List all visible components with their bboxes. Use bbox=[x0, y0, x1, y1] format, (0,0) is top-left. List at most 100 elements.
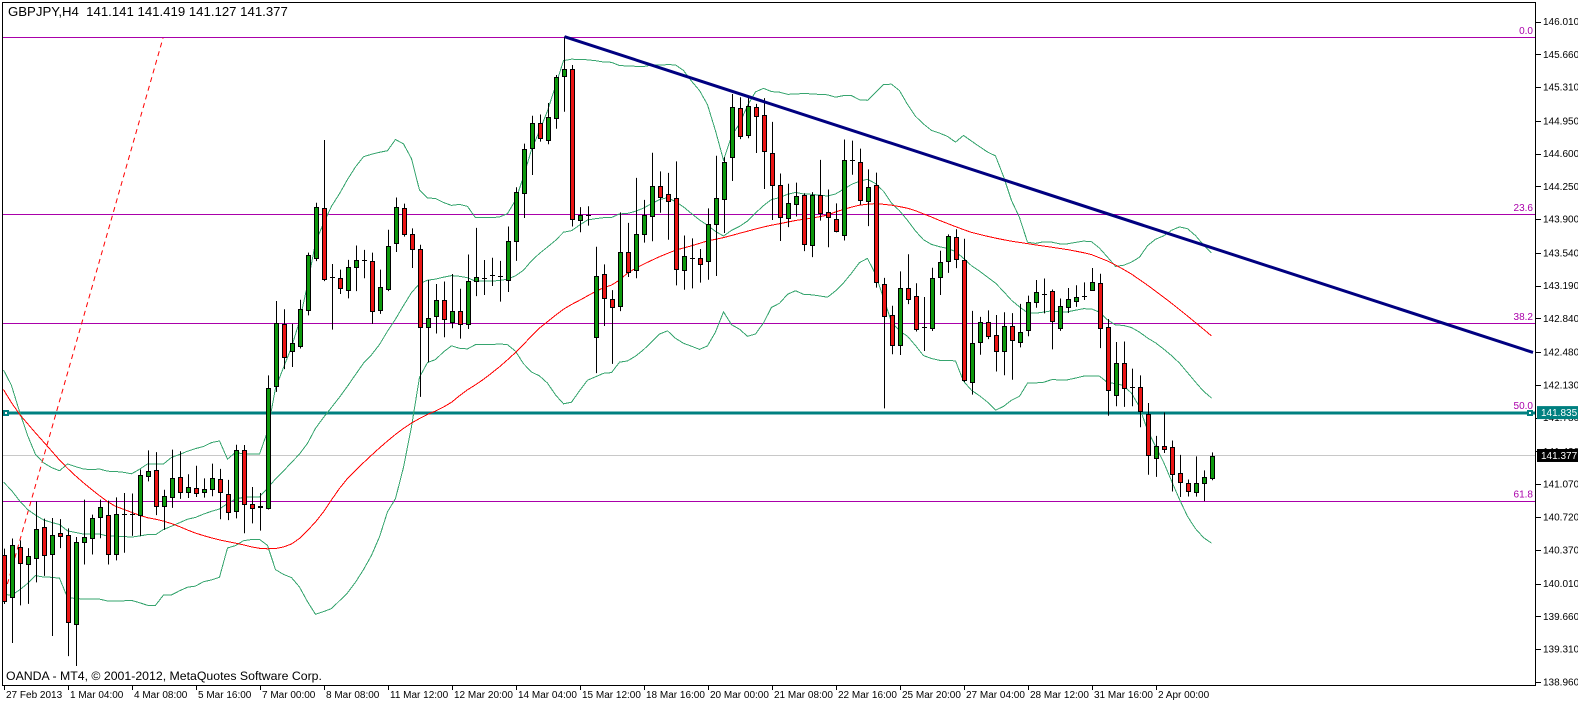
candle[interactable] bbox=[1194, 456, 1199, 497]
candle[interactable] bbox=[154, 452, 159, 516]
red-dashed-trendline[interactable] bbox=[0, 37, 164, 610]
candle[interactable] bbox=[906, 254, 911, 305]
candle[interactable] bbox=[866, 169, 871, 227]
candle[interactable] bbox=[770, 121, 775, 221]
candle[interactable] bbox=[1138, 375, 1143, 428]
candle[interactable] bbox=[330, 263, 335, 330]
candle[interactable] bbox=[314, 202, 319, 262]
candle[interactable] bbox=[466, 254, 471, 329]
candle[interactable] bbox=[1026, 295, 1031, 337]
candle[interactable] bbox=[530, 115, 535, 175]
candle[interactable] bbox=[1170, 440, 1175, 492]
candle[interactable] bbox=[202, 478, 207, 498]
candle[interactable] bbox=[1050, 289, 1055, 350]
candle[interactable] bbox=[394, 197, 399, 252]
candle[interactable] bbox=[282, 309, 287, 370]
candle[interactable] bbox=[506, 226, 511, 292]
candle[interactable] bbox=[946, 234, 951, 273]
candle[interactable] bbox=[306, 252, 311, 316]
candle[interactable] bbox=[1082, 282, 1087, 301]
candle[interactable] bbox=[1122, 341, 1127, 407]
candle[interactable] bbox=[522, 143, 527, 218]
candle[interactable] bbox=[1058, 298, 1063, 331]
candle[interactable] bbox=[698, 248, 703, 283]
candle[interactable] bbox=[146, 450, 151, 482]
candle[interactable] bbox=[914, 283, 919, 332]
candle[interactable] bbox=[858, 148, 863, 205]
candle[interactable] bbox=[10, 538, 15, 643]
candle[interactable] bbox=[98, 499, 103, 539]
candle[interactable] bbox=[978, 316, 983, 355]
candle[interactable] bbox=[1114, 341, 1119, 407]
candle[interactable] bbox=[322, 139, 327, 282]
candle[interactable] bbox=[1154, 435, 1159, 477]
candle[interactable] bbox=[658, 171, 663, 213]
candle[interactable] bbox=[498, 260, 503, 302]
candle[interactable] bbox=[234, 444, 239, 519]
candle[interactable] bbox=[442, 281, 447, 338]
candle[interactable] bbox=[546, 102, 551, 145]
candle[interactable] bbox=[642, 199, 647, 243]
candle[interactable] bbox=[1210, 452, 1215, 481]
candle[interactable] bbox=[922, 297, 927, 352]
candle[interactable] bbox=[650, 152, 655, 242]
candle[interactable] bbox=[842, 139, 847, 241]
candle[interactable] bbox=[258, 493, 263, 531]
candle[interactable] bbox=[1098, 273, 1103, 349]
candle[interactable] bbox=[818, 159, 823, 221]
candle[interactable] bbox=[34, 501, 39, 583]
candle[interactable] bbox=[26, 548, 31, 604]
candle[interactable] bbox=[250, 487, 255, 524]
candle[interactable] bbox=[554, 74, 559, 129]
candle[interactable] bbox=[90, 514, 95, 555]
candle[interactable] bbox=[218, 468, 223, 520]
candle[interactable] bbox=[458, 288, 463, 339]
candle[interactable] bbox=[474, 227, 479, 297]
candle[interactable] bbox=[354, 245, 359, 292]
candle[interactable] bbox=[170, 449, 175, 508]
candle[interactable] bbox=[290, 323, 295, 367]
candle[interactable] bbox=[690, 238, 695, 289]
price-axis[interactable]: 146.010 145.660 145.310 144.950 144.600 144.2… bbox=[1536, 17, 1578, 688]
candle[interactable] bbox=[514, 187, 519, 261]
candle[interactable] bbox=[58, 519, 63, 549]
candle[interactable] bbox=[898, 271, 903, 355]
candle[interactable] bbox=[178, 451, 183, 499]
candle[interactable] bbox=[722, 157, 727, 233]
candle[interactable] bbox=[346, 259, 351, 299]
candle[interactable] bbox=[426, 279, 431, 363]
candle[interactable] bbox=[434, 284, 439, 334]
candle[interactable] bbox=[66, 528, 71, 657]
candle[interactable] bbox=[1162, 412, 1167, 454]
candle[interactable] bbox=[562, 36, 567, 112]
candle[interactable] bbox=[1066, 288, 1071, 314]
candle[interactable] bbox=[618, 212, 623, 312]
candle[interactable] bbox=[682, 235, 687, 290]
blue-descending-trendline[interactable] bbox=[564, 35, 1534, 354]
candle[interactable] bbox=[778, 173, 783, 242]
candle[interactable] bbox=[402, 203, 407, 237]
candle[interactable] bbox=[578, 207, 583, 233]
candle[interactable] bbox=[378, 269, 383, 314]
candle[interactable] bbox=[1034, 279, 1039, 308]
candle[interactable] bbox=[850, 140, 855, 175]
plot-area[interactable] bbox=[0, 35, 1536, 667]
candle[interactable] bbox=[106, 500, 111, 565]
candle[interactable] bbox=[794, 182, 799, 217]
candle[interactable] bbox=[274, 300, 279, 392]
candle[interactable] bbox=[186, 474, 191, 498]
candle[interactable] bbox=[594, 246, 599, 374]
candle[interactable] bbox=[970, 310, 975, 395]
candle[interactable] bbox=[18, 540, 23, 606]
candle[interactable] bbox=[338, 269, 343, 295]
candle[interactable] bbox=[882, 277, 887, 409]
candle[interactable] bbox=[826, 189, 831, 248]
candle[interactable] bbox=[298, 299, 303, 349]
candle[interactable] bbox=[1042, 278, 1047, 314]
candle[interactable] bbox=[362, 249, 367, 279]
candle[interactable] bbox=[1018, 303, 1023, 348]
candle[interactable] bbox=[1202, 470, 1207, 502]
candle[interactable] bbox=[666, 172, 671, 240]
candle[interactable] bbox=[490, 257, 495, 286]
